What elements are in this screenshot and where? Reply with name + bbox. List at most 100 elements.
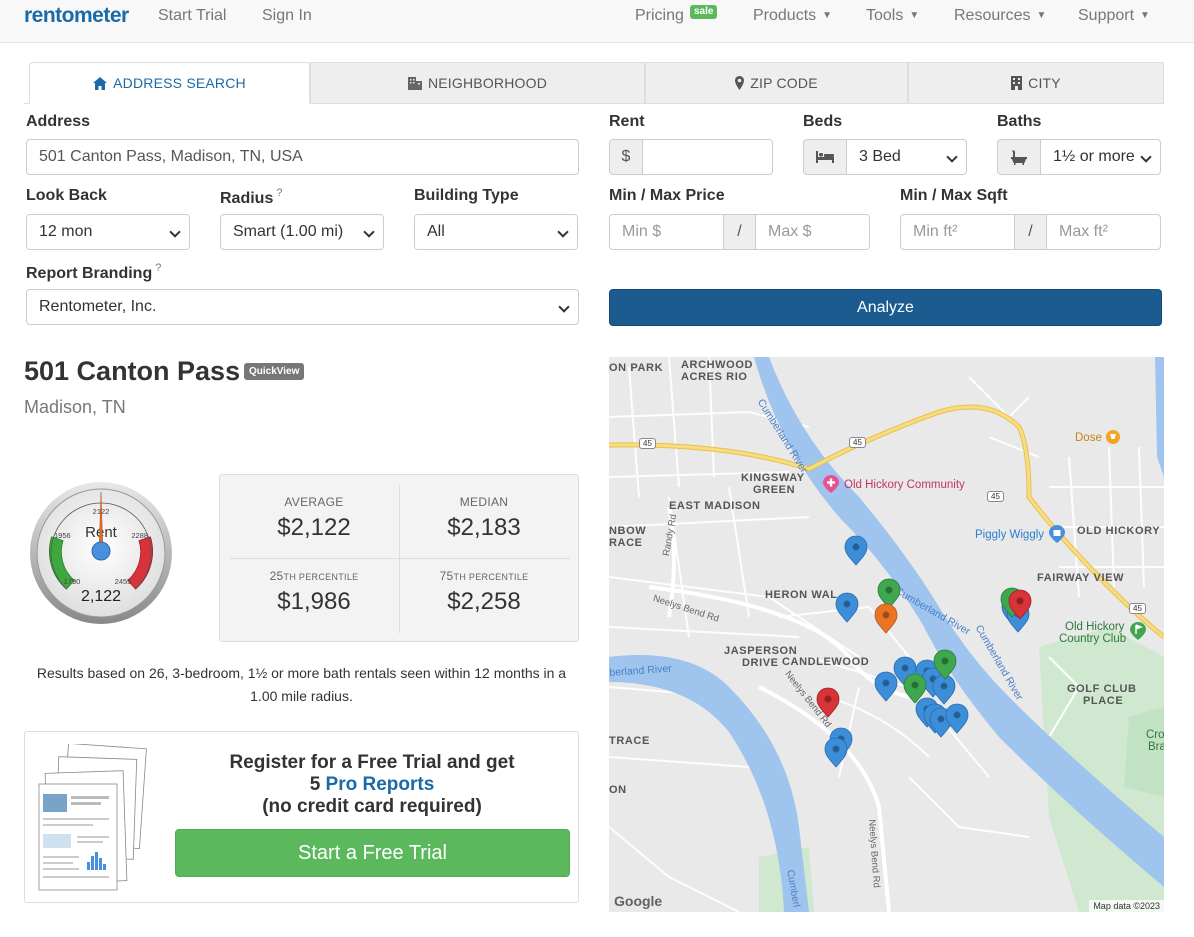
gauge-tick-label: 2288 [131, 531, 148, 540]
tab-city[interactable]: CITY [908, 62, 1164, 104]
gauge-tick-label: 1956 [54, 531, 71, 540]
support-menu[interactable]: Support ▼ [1078, 7, 1150, 25]
map-label-nbow: NBOW [609, 525, 647, 537]
pro-reports-link[interactable]: Pro Reports [325, 774, 435, 795]
map-attribution[interactable]: Map data ©2023 [1089, 900, 1164, 912]
poi-dose[interactable]: Dose [1075, 432, 1102, 444]
promo-text: Register for a Free Trial and get 5 Pro … [175, 752, 569, 818]
tab-zip-code[interactable]: ZIP CODE [645, 62, 908, 104]
results-note: Results based on 26, 3-bedroom, 1½ or mo… [36, 665, 567, 704]
map-label-race: RACE [609, 537, 643, 549]
tab-neighborhood[interactable]: NEIGHBORHOOD [310, 62, 645, 104]
map-label-candlewood: CANDLEWOOD [782, 656, 870, 668]
city-icon [1011, 76, 1023, 90]
map-label-heron: HERON WAL [765, 589, 838, 601]
map-label-old-hickory: OLD HICKORY [1077, 525, 1161, 537]
radius-label: Radius? [220, 187, 282, 208]
max-price-input[interactable]: Max $ [755, 214, 870, 250]
gauge-red-band [127, 536, 153, 590]
rental-marker-blue[interactable] [945, 703, 969, 734]
hospital-pin-icon[interactable] [823, 475, 839, 493]
route-45-shield: 45 [849, 437, 866, 448]
look-back-select[interactable]: 12 mon [26, 214, 190, 250]
poi-country-club[interactable]: Country Club [1059, 633, 1127, 645]
p75-suffix: TH PERCENTILE [453, 572, 529, 582]
rental-marker-blue[interactable] [932, 674, 956, 705]
median-stat: MEDIAN $2,183 [399, 495, 569, 542]
sign-in-link[interactable]: Sign In [262, 7, 312, 24]
map-label-brand: Brand [1148, 741, 1164, 753]
building-type-select[interactable]: All [414, 214, 578, 250]
rental-marker-blue[interactable] [824, 737, 848, 768]
beds-label: Beds [803, 113, 843, 130]
promo-line-2-prefix: 5 [309, 774, 326, 795]
start-trial-link[interactable]: Start Trial [158, 7, 227, 24]
google-logo[interactable]: Google [614, 893, 663, 909]
free-trial-promo: Register for a Free Trial and get 5 Pro … [24, 731, 579, 903]
poi-old-hickory-cc[interactable]: Old Hickory [1065, 621, 1125, 633]
top-navbar: rentometer Start Trial Sign In Pricing s… [0, 0, 1194, 43]
cumberland-river-south [609, 655, 809, 912]
tab-address-search[interactable]: ADDRESS SEARCH [29, 62, 310, 104]
rental-marker-red[interactable] [816, 687, 840, 718]
help-icon[interactable]: ? [276, 187, 283, 199]
route-45-shield: 45 [987, 491, 1004, 502]
poi-old-hickory-community[interactable]: Old Hickory Community [844, 479, 965, 491]
support-label: Support [1078, 7, 1135, 24]
p75-label: 75TH PERCENTILE [399, 569, 569, 583]
look-back-label: Look Back [26, 187, 107, 204]
min-sqft-input[interactable]: Min ft² [900, 214, 1015, 250]
median-value: $2,183 [447, 514, 521, 541]
rental-marker-orange[interactable] [874, 603, 898, 634]
max-sqft-input[interactable]: Max ft² [1046, 214, 1161, 250]
map-marker-icon [735, 76, 745, 90]
address-input[interactable]: 501 Canton Pass, Madison, TN, USA [26, 139, 579, 175]
resources-menu[interactable]: Resources ▼ [954, 7, 1046, 25]
river-east [1155, 357, 1164, 477]
products-menu[interactable]: Products ▼ [753, 7, 832, 25]
radius-select[interactable]: Smart (1.00 mi) [220, 214, 384, 250]
park-area [1124, 707, 1164, 797]
highway-45-inner [609, 405, 1164, 639]
map-label-east-madison: EAST MADISON [669, 500, 761, 512]
golf-pin-icon[interactable] [1130, 622, 1146, 640]
map-label-cro: Cro [1146, 729, 1164, 741]
start-free-trial-button[interactable]: Start a Free Trial [175, 829, 570, 877]
result-subtitle: Madison, TN [24, 397, 126, 417]
caret-down-icon: ▼ [1140, 10, 1150, 21]
tools-menu[interactable]: Tools ▼ [866, 7, 919, 25]
gauge-green-band [49, 536, 75, 590]
cafe-pin-icon[interactable] [1105, 429, 1121, 445]
gauge-value: 2,122 [81, 588, 121, 605]
route-45-shield: 45 [639, 438, 656, 449]
pricing-link[interactable]: Pricing [635, 7, 684, 24]
rental-marker-green[interactable] [877, 578, 901, 609]
rent-label: Rent [609, 113, 645, 130]
map-canvas[interactable] [609, 357, 1164, 912]
rentometer-logo[interactable]: rentometer [24, 4, 129, 27]
caret-down-icon: ▼ [822, 10, 833, 21]
rental-marker-blue[interactable] [844, 535, 868, 566]
rental-map[interactable]: ON PARK ARCHWOOD ACRES RIO KINGSWAY GREE… [609, 357, 1164, 912]
analyze-button[interactable]: Analyze [609, 289, 1162, 326]
poi-piggly-wiggly[interactable]: Piggly Wiggly [975, 529, 1045, 541]
bathtub-icon [997, 139, 1041, 175]
promo-line-3: (no credit card required) [262, 796, 482, 817]
rental-marker-blue[interactable] [835, 592, 859, 623]
help-icon[interactable]: ? [155, 262, 162, 274]
pro-report-thumbnail-icon [38, 744, 147, 891]
rent-gauge: 1790 1956 2122 2288 2455 Rent 2,122 [30, 482, 172, 624]
map-label-acres-rio: ACRES RIO [681, 371, 748, 383]
rent-input[interactable] [642, 139, 773, 175]
map-label-golf-club: GOLF CLUB [1067, 683, 1137, 695]
baths-select[interactable]: 1½ or more [1040, 139, 1161, 175]
min-price-input[interactable]: Min $ [609, 214, 724, 250]
map-label-jasperson: JASPERSON [724, 645, 798, 657]
gauge-tick-label: 1790 [64, 577, 81, 586]
route-45-shield: 45 [1129, 603, 1146, 614]
rental-marker-blue[interactable] [874, 671, 898, 702]
beds-select[interactable]: 3 Bed [846, 139, 967, 175]
shopping-pin-icon[interactable] [1049, 525, 1065, 543]
tab-label: NEIGHBORHOOD [427, 75, 548, 91]
report-branding-select[interactable]: Rentometer, Inc. [26, 289, 579, 325]
